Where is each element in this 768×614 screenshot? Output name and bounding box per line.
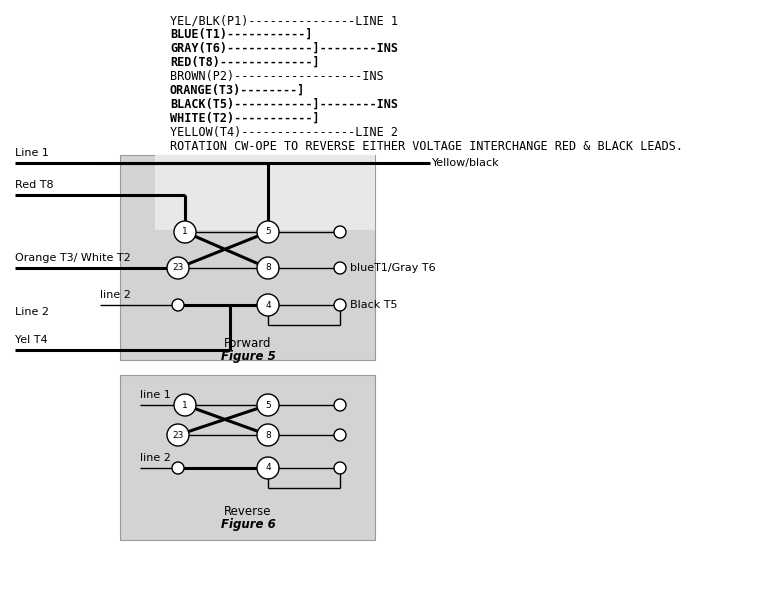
Circle shape xyxy=(257,424,279,446)
Text: Orange T3/ White T2: Orange T3/ White T2 xyxy=(15,253,131,263)
Text: Line 2: Line 2 xyxy=(15,307,49,317)
Text: Red T8: Red T8 xyxy=(15,180,54,190)
Text: YELLOW(T4)----------------LINE 2: YELLOW(T4)----------------LINE 2 xyxy=(170,126,398,139)
Text: Line 1: Line 1 xyxy=(15,148,49,158)
Circle shape xyxy=(167,424,189,446)
Text: 5: 5 xyxy=(265,228,271,236)
Text: 23: 23 xyxy=(172,430,184,440)
Text: 4: 4 xyxy=(265,300,271,309)
Circle shape xyxy=(334,462,346,474)
Circle shape xyxy=(257,394,279,416)
Circle shape xyxy=(257,221,279,243)
Text: BLACK(T5)-----------]--------INS: BLACK(T5)-----------]--------INS xyxy=(170,98,398,111)
Circle shape xyxy=(174,221,196,243)
Circle shape xyxy=(334,226,346,238)
Text: Black T5: Black T5 xyxy=(350,300,398,310)
Circle shape xyxy=(334,399,346,411)
Text: Yellow/black: Yellow/black xyxy=(432,158,500,168)
Text: Forward: Forward xyxy=(224,337,272,350)
Text: BROWN(P2)------------------INS: BROWN(P2)------------------INS xyxy=(170,70,384,83)
Text: 8: 8 xyxy=(265,430,271,440)
Text: Reverse: Reverse xyxy=(224,505,272,518)
Text: blueT1/Gray T6: blueT1/Gray T6 xyxy=(350,263,435,273)
Text: 23: 23 xyxy=(172,263,184,273)
Text: line 2: line 2 xyxy=(100,290,131,300)
Circle shape xyxy=(257,294,279,316)
Text: WHITE(T2)-----------]: WHITE(T2)-----------] xyxy=(170,112,319,125)
Text: Figure 6: Figure 6 xyxy=(220,518,276,531)
Bar xyxy=(120,155,375,360)
Text: Figure 5: Figure 5 xyxy=(220,350,276,363)
Bar xyxy=(120,375,375,540)
Text: 4: 4 xyxy=(265,464,271,473)
Text: GRAY(T6)------------]--------INS: GRAY(T6)------------]--------INS xyxy=(170,42,398,55)
Text: ORANGE(T3)--------]: ORANGE(T3)--------] xyxy=(170,84,306,97)
Circle shape xyxy=(174,394,196,416)
Text: 1: 1 xyxy=(182,228,188,236)
Text: Yel T4: Yel T4 xyxy=(15,335,48,345)
Circle shape xyxy=(172,299,184,311)
Circle shape xyxy=(257,257,279,279)
Circle shape xyxy=(334,429,346,441)
Text: 1: 1 xyxy=(182,400,188,410)
Text: line 1: line 1 xyxy=(140,390,170,400)
Circle shape xyxy=(167,257,189,279)
Circle shape xyxy=(334,299,346,311)
Circle shape xyxy=(334,262,346,274)
Text: BLUE(T1)-----------]: BLUE(T1)-----------] xyxy=(170,28,313,41)
Text: ROTATION CW-OPE TO REVERSE EITHER VOLTAGE INTERCHANGE RED & BLACK LEADS.: ROTATION CW-OPE TO REVERSE EITHER VOLTAG… xyxy=(170,140,683,153)
Text: line 2: line 2 xyxy=(140,453,170,463)
Text: YEL/BLK(P1)---------------LINE 1: YEL/BLK(P1)---------------LINE 1 xyxy=(170,14,398,27)
Text: 8: 8 xyxy=(265,263,271,273)
Circle shape xyxy=(257,457,279,479)
Bar xyxy=(155,155,375,230)
Circle shape xyxy=(172,462,184,474)
Text: 5: 5 xyxy=(265,400,271,410)
Text: RED(T8)-------------]: RED(T8)-------------] xyxy=(170,56,319,69)
